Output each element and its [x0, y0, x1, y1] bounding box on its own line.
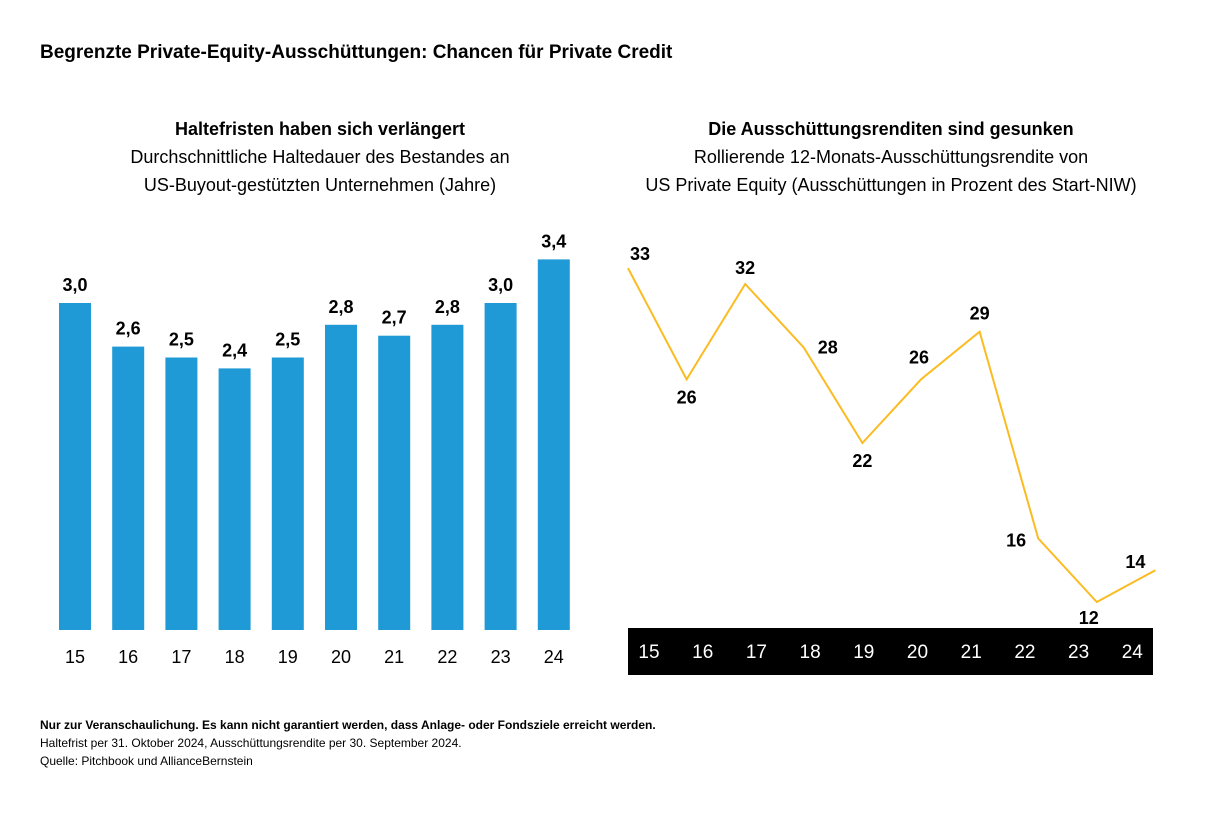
x-tick-label: 22 [437, 647, 457, 667]
line-data-label: 14 [1125, 552, 1145, 572]
bar-chart-subtitle-1: Durchschnittliche Haltedauer des Bestand… [130, 147, 510, 167]
bar-23 [484, 303, 517, 630]
x-tick-label: 24 [544, 647, 564, 667]
bar-21 [378, 335, 411, 630]
footnote: Haltefrist per 31. Oktober 2024, Ausschü… [40, 736, 462, 750]
x-tick-label: 21 [384, 647, 404, 667]
line-data-label: 32 [735, 258, 755, 278]
bar-data-label: 3,4 [541, 231, 566, 251]
source: Quelle: Pitchbook und AllianceBernstein [40, 754, 253, 768]
line-series [627, 267, 1156, 604]
x-tick-label: 24 [1122, 642, 1144, 663]
x-tick-label: 16 [118, 647, 138, 667]
bar-16 [112, 346, 145, 630]
bar-24 [537, 259, 570, 630]
bar-data-label: 2,4 [222, 340, 247, 360]
main-title: Begrenzte Private-Equity-Ausschüttungen:… [40, 42, 673, 63]
line-chart-header: Die Ausschüttungsrenditen sind gesunken … [600, 115, 1182, 199]
x-tick-label: 19 [853, 642, 874, 663]
x-tick-label: 21 [961, 642, 982, 663]
x-tick-label: 17 [171, 647, 191, 667]
line-data-label: 28 [818, 338, 838, 358]
line-chart-subtitle-1: Rollierende 12-Monats-Ausschüttungsrendi… [693, 147, 1089, 167]
line-data-label: 29 [970, 304, 990, 324]
bar-data-label: 2,8 [435, 297, 460, 317]
x-tick-label: 15 [65, 647, 85, 667]
footer: Nur zur Veranschaulichung. Es kann nicht… [40, 716, 656, 770]
bar-data-label: 2,8 [328, 297, 353, 317]
x-tick-label: 22 [1014, 642, 1035, 663]
line-chart-subtitle-2: US Private Equity (Ausschüttungen in Pro… [645, 175, 1137, 195]
bar-17 [165, 357, 198, 630]
bar-19 [271, 357, 304, 630]
x-tick-label: 18 [800, 642, 821, 663]
bar-data-label: 2,5 [169, 330, 194, 350]
x-axis-band [628, 628, 1153, 675]
x-tick-label: 19 [278, 647, 298, 667]
bar-22 [431, 324, 464, 630]
bar-18 [218, 368, 251, 630]
bar-chart-title: Haltefristen haben sich verlängert [174, 119, 466, 139]
line-data-label: 12 [1079, 608, 1099, 628]
line-chart-title: Die Ausschüttungsrenditen sind gesunken [708, 119, 1074, 139]
x-tick-label: 17 [746, 642, 767, 663]
x-tick-label: 20 [331, 647, 351, 667]
x-tick-label: 15 [638, 642, 659, 663]
line-data-label: 33 [630, 244, 650, 264]
bar-chart-subtitle-2: US-Buyout-gestützten Unternehmen (Jahre) [143, 175, 497, 195]
x-tick-label: 16 [692, 642, 713, 663]
bar-15 [59, 303, 91, 630]
bar-data-label: 2,6 [116, 319, 141, 339]
x-tick-label: 18 [225, 647, 245, 667]
line-data-label: 26 [677, 387, 697, 407]
line-data-label: 26 [909, 347, 929, 367]
x-tick-label: 23 [1068, 642, 1089, 663]
bar-data-label: 2,7 [382, 308, 407, 328]
bar-chart-header: Haltefristen haben sich verlängert Durch… [60, 115, 580, 199]
bar-data-label: 2,5 [275, 330, 300, 350]
bar-data-label: 3,0 [62, 275, 87, 295]
x-tick-label: 20 [907, 642, 928, 663]
x-tick-label: 23 [491, 647, 511, 667]
disclaimer: Nur zur Veranschaulichung. Es kann nicht… [40, 718, 656, 732]
line-data-label: 22 [852, 451, 872, 471]
bar-20 [325, 324, 357, 630]
line-data-label: 16 [1006, 530, 1026, 550]
bar-data-label: 3,0 [488, 275, 513, 295]
